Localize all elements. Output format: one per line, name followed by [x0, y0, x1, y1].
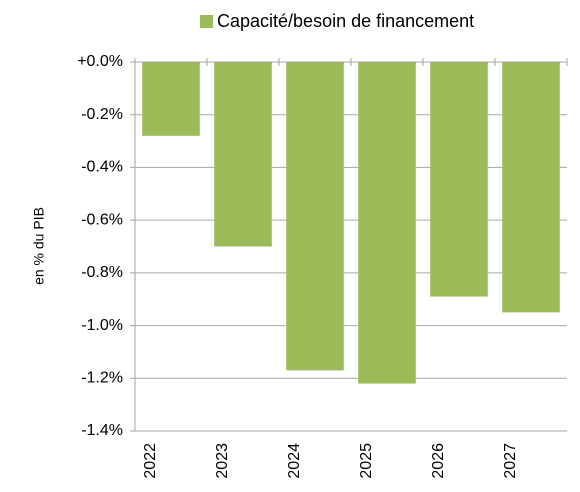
- x-tick-label: 2025: [358, 443, 375, 479]
- bar: [214, 62, 272, 247]
- bar: [142, 62, 200, 136]
- legend-label: Capacité/besoin de financement: [217, 11, 474, 31]
- y-tick-label: -0.8%: [81, 264, 123, 281]
- y-tick-label: +0.0%: [77, 53, 123, 70]
- y-tick-label: -1.2%: [81, 370, 123, 387]
- y-tick-label: -1.4%: [81, 422, 123, 439]
- y-tick-label: -0.6%: [81, 211, 123, 228]
- x-tick-label: 2023: [214, 443, 231, 479]
- bar: [430, 62, 488, 297]
- x-tick-label: 2024: [286, 443, 303, 479]
- x-tick-label: 2022: [142, 443, 159, 479]
- y-tick-label: -0.4%: [81, 159, 123, 176]
- x-tick-label: 2026: [430, 443, 447, 479]
- y-axis-label: en % du PIB: [31, 207, 47, 285]
- x-tick-label: 2027: [502, 443, 519, 479]
- bar: [358, 62, 416, 384]
- bar: [286, 62, 344, 371]
- bar: [502, 62, 560, 313]
- y-tick-label: -0.2%: [81, 106, 123, 123]
- legend-swatch: [200, 15, 213, 28]
- y-tick-label: -1.0%: [81, 317, 123, 334]
